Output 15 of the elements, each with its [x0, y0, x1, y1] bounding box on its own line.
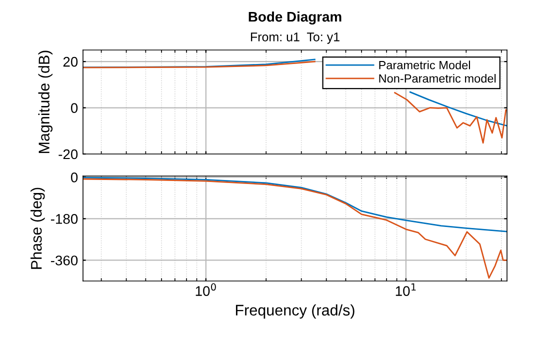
y-tick-label: -180 [50, 214, 78, 224]
y-tick-label: 0 [70, 103, 78, 113]
x-tick-label: 10$^{0}$ [196, 283, 216, 296]
y-tick-label: -360 [50, 256, 78, 266]
y-axis-title: Magnitude (dB) [38, 50, 53, 153]
chart-title: Bode Diagram [248, 11, 342, 25]
x-tick-label: 10$^{1}$ [396, 283, 416, 296]
legend-label: Parametric Model [379, 60, 470, 70]
chart-subtitle: From: u1 To: y1 [250, 32, 340, 44]
y-axis-title: Phase (deg) [30, 188, 45, 269]
y-tick-label: 0 [70, 172, 78, 182]
legend-label: Non-Parametric model [379, 74, 496, 83]
x-axis-title: Frequency (rad/s) [236, 304, 354, 319]
y-tick-label: -20 [58, 149, 78, 160]
y-tick-label: 20 [63, 56, 78, 67]
